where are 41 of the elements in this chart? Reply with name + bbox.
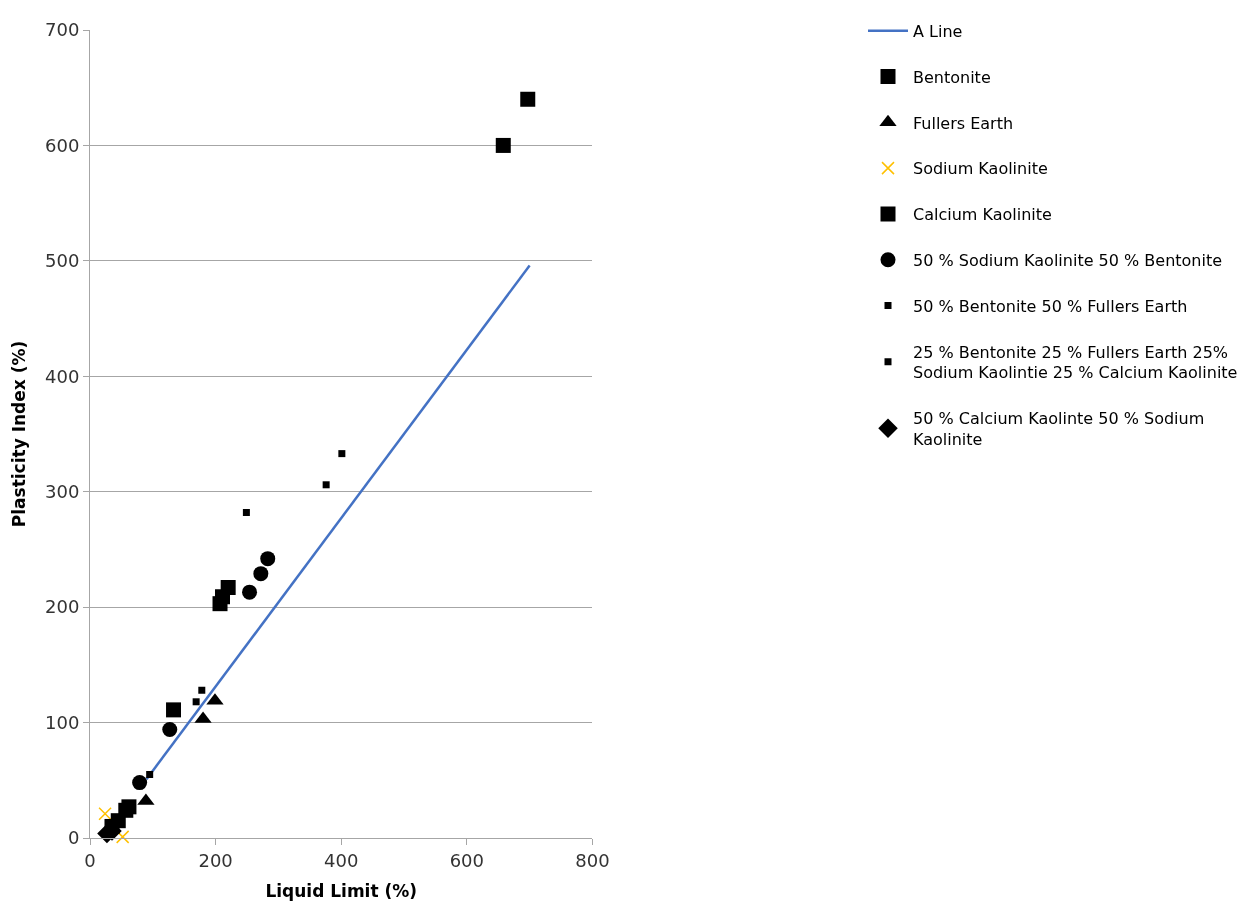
point xyxy=(166,702,182,718)
x-tick-label: 600 xyxy=(449,849,485,871)
point xyxy=(322,481,330,489)
x-tick-label: 800 xyxy=(575,849,610,871)
point xyxy=(132,775,148,791)
x-tick-label: 0 xyxy=(84,849,96,871)
x-tick-label: 400 xyxy=(324,849,359,871)
point xyxy=(242,508,250,516)
y-tick-label: 600 xyxy=(45,134,80,156)
y-axis-title: Plasticity Index (%) xyxy=(8,340,29,528)
legend-label: 50 % Bentonite 50 % Fullers Earth xyxy=(913,296,1188,316)
point xyxy=(115,830,130,844)
y-tick-label: 400 xyxy=(45,365,80,387)
legend-label: 50 % Calcium Kaolinte 50 % Sodium Kaolinite xyxy=(913,409,1205,449)
point xyxy=(220,580,236,596)
point xyxy=(198,686,206,694)
legend-label: Sodium Kaolinite xyxy=(913,159,1048,179)
point xyxy=(495,137,511,153)
y-tick-label: 100 xyxy=(45,711,80,733)
point xyxy=(338,450,346,458)
y-tick-label: 0 xyxy=(67,827,80,849)
point xyxy=(146,771,154,779)
point xyxy=(253,566,269,582)
point xyxy=(260,551,276,567)
point xyxy=(162,722,178,737)
y-tick-label: 200 xyxy=(45,596,80,618)
point xyxy=(192,698,200,706)
legend-label: Bentonite xyxy=(913,67,991,87)
x-tick-label: 200 xyxy=(198,849,233,871)
legend-label: A Line xyxy=(913,21,963,41)
legend-label: Fullers Earth xyxy=(913,113,1014,133)
y-tick-label: 700 xyxy=(45,19,80,41)
legend-label: 50 % Sodium Kaolinite 50 % Bentonite xyxy=(913,250,1223,270)
point xyxy=(520,91,536,107)
x-axis-title: Liquid Limit (%) xyxy=(265,881,418,901)
y-tick-label: 300 xyxy=(45,481,80,503)
point xyxy=(242,584,258,600)
legend-label: 25 % Bentonite 25 % Fullers Earth 25% Sodium Kaolintie 25 % Calcium Kaolinite xyxy=(913,342,1238,383)
y-tick-label: 500 xyxy=(45,250,80,272)
legend-label: Calcium Kaolinite xyxy=(913,205,1052,225)
point xyxy=(98,807,112,821)
